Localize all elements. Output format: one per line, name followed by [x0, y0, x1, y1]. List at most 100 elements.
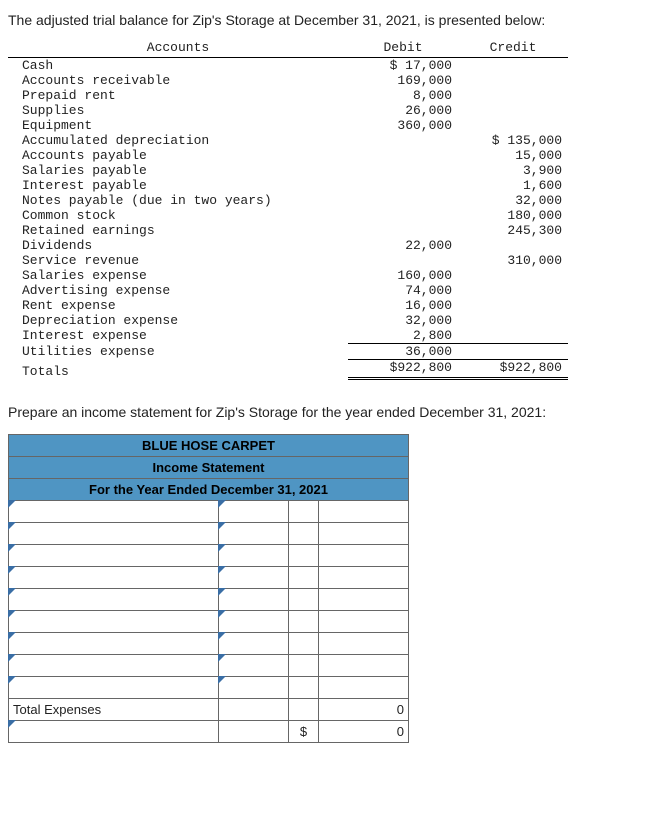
account-name: Rent expense: [8, 298, 348, 313]
ws-amount1-cell[interactable]: [219, 501, 289, 523]
table-row: Rent expense16,000: [8, 298, 568, 313]
ws-amount2-cell[interactable]: [319, 501, 409, 523]
ws-amount2-cell[interactable]: [319, 589, 409, 611]
account-name: Depreciation expense: [8, 313, 348, 328]
credit-value: 15,000: [458, 148, 568, 163]
ws-label-cell[interactable]: [9, 677, 219, 699]
ws-label-input[interactable]: [13, 547, 214, 564]
ws-label-input[interactable]: [13, 635, 214, 652]
debit-value: [348, 148, 458, 163]
credit-value: [458, 103, 568, 118]
col-credit: Credit: [458, 38, 568, 58]
ws-label-cell[interactable]: [9, 545, 219, 567]
ws-amount2-input[interactable]: [323, 547, 404, 564]
ws-amount2-input[interactable]: [323, 635, 404, 652]
ws-label-cell[interactable]: [9, 633, 219, 655]
worksheet-row: [9, 655, 409, 677]
net-value: 0: [319, 721, 409, 743]
ws-amount1-input[interactable]: [223, 613, 284, 630]
table-row: Equipment360,000: [8, 118, 568, 133]
ws-amount1-cell[interactable]: [219, 633, 289, 655]
net-label-cell[interactable]: [9, 721, 219, 743]
ws-amount2-cell[interactable]: [319, 655, 409, 677]
ws-title-company: BLUE HOSE CARPET: [9, 435, 409, 457]
ws-amount1-cell[interactable]: [219, 545, 289, 567]
account-name: Retained earnings: [8, 223, 348, 238]
debit-value: [348, 133, 458, 148]
account-name: Salaries payable: [8, 163, 348, 178]
ws-amount1-input[interactable]: [223, 591, 284, 608]
debit-value: [348, 253, 458, 268]
income-statement-worksheet: BLUE HOSE CARPET Income Statement For th…: [8, 434, 409, 743]
ws-amount1-input[interactable]: [223, 525, 284, 542]
ws-amount1-cell[interactable]: [219, 523, 289, 545]
worksheet-row: [9, 633, 409, 655]
ws-amount1-input[interactable]: [223, 503, 284, 520]
ws-amount2-cell[interactable]: [319, 633, 409, 655]
totals-debit: $922,800: [348, 360, 458, 379]
ws-label-cell[interactable]: [9, 655, 219, 677]
total-expenses-value: 0: [319, 699, 409, 721]
ws-label-input[interactable]: [13, 613, 214, 630]
ws-label-cell[interactable]: [9, 501, 219, 523]
ws-amount2-input[interactable]: [323, 613, 404, 630]
debit-value: [348, 223, 458, 238]
ws-amount1-input[interactable]: [223, 547, 284, 564]
ws-dollar-cell: [289, 589, 319, 611]
ws-amount1-input[interactable]: [223, 635, 284, 652]
ws-label-input[interactable]: [13, 503, 214, 520]
table-row: Accounts receivable169,000: [8, 73, 568, 88]
ws-dollar-cell: [289, 677, 319, 699]
ws-amount1-cell[interactable]: [219, 655, 289, 677]
ws-label-input[interactable]: [13, 569, 214, 586]
net-label-input[interactable]: [13, 723, 214, 740]
ws-amount1-input[interactable]: [223, 679, 284, 696]
ws-amount2-input[interactable]: [323, 679, 404, 696]
ws-label-input[interactable]: [13, 591, 214, 608]
credit-value: 3,900: [458, 163, 568, 178]
total-expenses-mid: [219, 699, 289, 721]
account-name: Accounts payable: [8, 148, 348, 163]
debit-value: 32,000: [348, 313, 458, 328]
debit-value: [348, 178, 458, 193]
ws-amount2-cell[interactable]: [319, 677, 409, 699]
ws-label-cell[interactable]: [9, 589, 219, 611]
ws-amount1-cell[interactable]: [219, 611, 289, 633]
ws-amount2-input[interactable]: [323, 503, 404, 520]
table-row: Retained earnings 245,300: [8, 223, 568, 238]
ws-title-period: For the Year Ended December 31, 2021: [9, 479, 409, 501]
ws-amount2-input[interactable]: [323, 657, 404, 674]
ws-label-cell[interactable]: [9, 611, 219, 633]
account-name: Interest payable: [8, 178, 348, 193]
credit-value: 245,300: [458, 223, 568, 238]
credit-value: [458, 283, 568, 298]
ws-amount2-input[interactable]: [323, 569, 404, 586]
col-debit: Debit: [348, 38, 458, 58]
ws-label-input[interactable]: [13, 657, 214, 674]
debit-value: $ 17,000: [348, 58, 458, 74]
account-name: Utilities expense: [8, 344, 348, 360]
ws-amount2-input[interactable]: [323, 525, 404, 542]
table-row: Accounts payable 15,000: [8, 148, 568, 163]
ws-label-input[interactable]: [13, 525, 214, 542]
ws-amount2-cell[interactable]: [319, 567, 409, 589]
table-row: Common stock180,000: [8, 208, 568, 223]
ws-amount2-cell[interactable]: [319, 545, 409, 567]
ws-label-cell[interactable]: [9, 523, 219, 545]
ws-amount2-cell[interactable]: [319, 611, 409, 633]
ws-amount2-input[interactable]: [323, 591, 404, 608]
ws-amount1-cell[interactable]: [219, 677, 289, 699]
credit-value: [458, 88, 568, 103]
credit-value: [458, 238, 568, 253]
debit-value: 169,000: [348, 73, 458, 88]
ws-amount1-input[interactable]: [223, 657, 284, 674]
ws-amount1-cell[interactable]: [219, 589, 289, 611]
credit-value: 1,600: [458, 178, 568, 193]
credit-value: $ 135,000: [458, 133, 568, 148]
ws-amount2-cell[interactable]: [319, 523, 409, 545]
ws-label-cell[interactable]: [9, 567, 219, 589]
ws-amount1-input[interactable]: [223, 569, 284, 586]
ws-label-input[interactable]: [13, 679, 214, 696]
ws-amount1-cell[interactable]: [219, 567, 289, 589]
table-row: Depreciation expense32,000: [8, 313, 568, 328]
